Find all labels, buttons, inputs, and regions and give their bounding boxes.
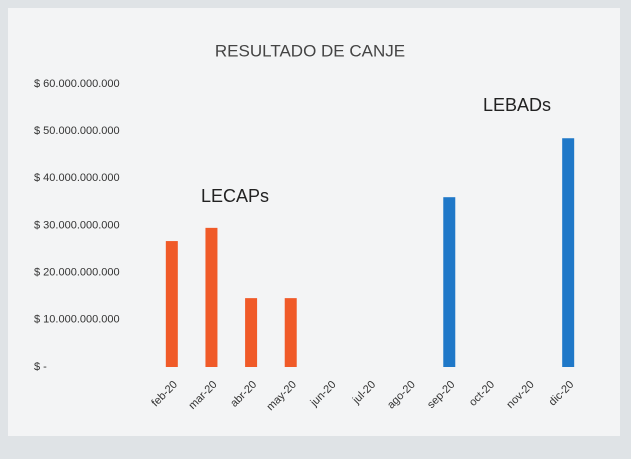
series-label: LEBADs [483, 95, 551, 115]
y-tick-label: $ 40.000.000.000 [34, 172, 120, 184]
y-tick-label: $ 60.000.000.000 [34, 78, 120, 90]
bar [443, 197, 456, 367]
bar [205, 227, 218, 367]
chart-title: RESULTADO DE CANJE [215, 41, 405, 60]
chart-area [8, 8, 620, 436]
series-label: LECAPs [201, 186, 269, 206]
bar [165, 241, 178, 367]
y-tick-label: $ 30.000.000.000 [34, 219, 120, 231]
bar [284, 298, 297, 367]
bar [562, 138, 575, 367]
y-tick-label: $ 50.000.000.000 [34, 125, 120, 137]
y-tick-label: $ - [34, 361, 47, 373]
y-tick-label: $ 20.000.000.000 [34, 267, 120, 279]
y-tick-label: $ 10.000.000.000 [34, 314, 120, 326]
bar [245, 298, 258, 367]
